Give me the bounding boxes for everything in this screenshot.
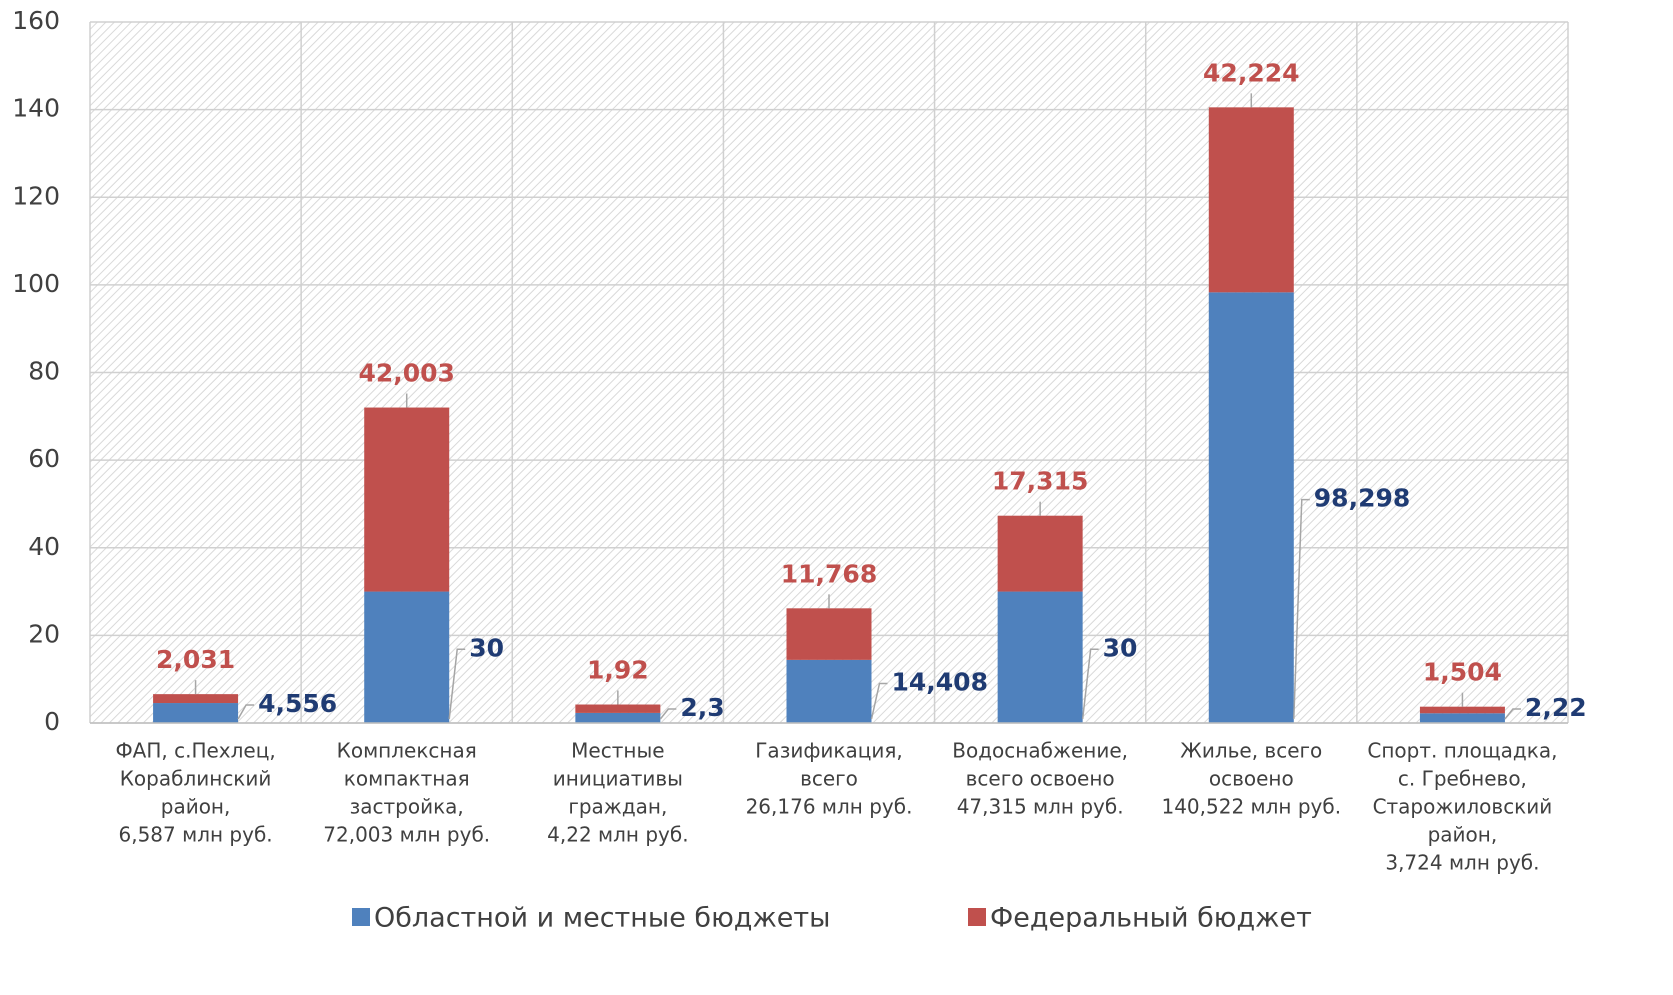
x-tick-label: инициативы <box>553 767 683 791</box>
y-tick-label: 100 <box>12 269 60 298</box>
x-tick-label: застройка, <box>350 795 464 819</box>
x-tick-label: 72,003 млн руб. <box>323 823 490 847</box>
leader-line <box>1504 708 1521 720</box>
y-tick-label: 40 <box>28 532 60 561</box>
bar-segment <box>1208 292 1294 723</box>
y-tick-label: 140 <box>12 94 60 123</box>
value-label: 42,224 <box>1203 58 1299 87</box>
leader-line <box>237 704 255 720</box>
x-tick-label: компактная <box>344 767 470 791</box>
x-tick-label: ФАП, с.Пехлец, <box>115 739 275 763</box>
x-tick-label: район, <box>161 795 231 819</box>
x-tick-label: граждан, <box>568 795 667 819</box>
x-tick-label: 3,724 млн руб. <box>1385 851 1539 875</box>
value-label: 14,408 <box>892 667 988 696</box>
value-label: 2,22 <box>1525 693 1587 722</box>
x-tick-label: Спорт. площадка, <box>1367 739 1557 763</box>
y-tick-label: 0 <box>44 707 60 736</box>
x-tick-label: освоено <box>1209 767 1294 791</box>
bar-segment <box>153 694 239 704</box>
value-label: 17,315 <box>992 467 1088 496</box>
value-label: 1,92 <box>587 656 649 685</box>
bar-segment <box>153 703 239 723</box>
legend-label: Областной и местные бюджеты <box>374 903 830 934</box>
x-tick-label: с. Гребнево, <box>1398 767 1527 791</box>
bar-segment <box>575 712 661 723</box>
bar-segment <box>1419 706 1505 714</box>
bar-segment <box>575 704 661 713</box>
legend-swatch <box>352 908 370 926</box>
leader-line <box>448 648 466 720</box>
y-tick-label: 20 <box>28 619 60 648</box>
y-tick-label: 80 <box>28 357 60 386</box>
x-tick-label: район, <box>1428 823 1498 847</box>
value-label: 30 <box>469 633 504 662</box>
y-tick-label: 60 <box>28 444 60 473</box>
x-tick-label: 26,176 млн руб. <box>746 795 913 819</box>
bar-segment <box>997 591 1083 723</box>
x-tick-label: всего <box>800 767 858 791</box>
bar-segment <box>997 515 1083 592</box>
leader-line <box>870 682 888 720</box>
bar-segment <box>786 608 872 660</box>
x-tick-label: Газификация, <box>755 739 903 763</box>
x-tick-label: 140,522 млн руб. <box>1161 795 1341 819</box>
y-tick-label: 120 <box>12 181 60 210</box>
value-label: 2,031 <box>156 645 235 674</box>
value-label: 1,504 <box>1423 658 1502 687</box>
bar-segment <box>364 591 450 723</box>
x-tick-label: 4,22 млн руб. <box>547 823 688 847</box>
bar-segment <box>1208 107 1294 293</box>
value-label: 4,556 <box>258 689 337 718</box>
value-label: 98,298 <box>1314 484 1410 513</box>
leader-line <box>1293 498 1310 720</box>
value-label: 42,003 <box>358 359 454 388</box>
legend-label: Федеральный бюджет <box>990 903 1312 934</box>
x-tick-label: Кораблинский <box>120 767 272 791</box>
y-tick-label: 160 <box>12 6 60 35</box>
x-tick-label: Жилье, всего <box>1180 739 1322 763</box>
x-tick-label: Комплексная <box>337 739 477 763</box>
value-label: 2,3 <box>680 693 724 722</box>
legend-swatch <box>968 908 986 926</box>
x-tick-label: Водоснабжение, <box>952 739 1128 763</box>
x-tick-label: Старожиловский <box>1373 795 1553 819</box>
x-tick-label: 47,315 млн руб. <box>957 795 1124 819</box>
x-tick-label: 6,587 млн руб. <box>119 823 273 847</box>
leader-line <box>659 708 677 720</box>
bar-segment <box>1419 713 1505 723</box>
value-label: 11,768 <box>781 559 877 588</box>
x-tick-label: всего освоено <box>966 767 1115 791</box>
bar-segment <box>786 659 872 723</box>
leader-line <box>1081 648 1099 720</box>
bar-segment <box>364 407 450 592</box>
x-tick-label: Местные <box>571 739 664 763</box>
value-label: 30 <box>1103 633 1138 662</box>
